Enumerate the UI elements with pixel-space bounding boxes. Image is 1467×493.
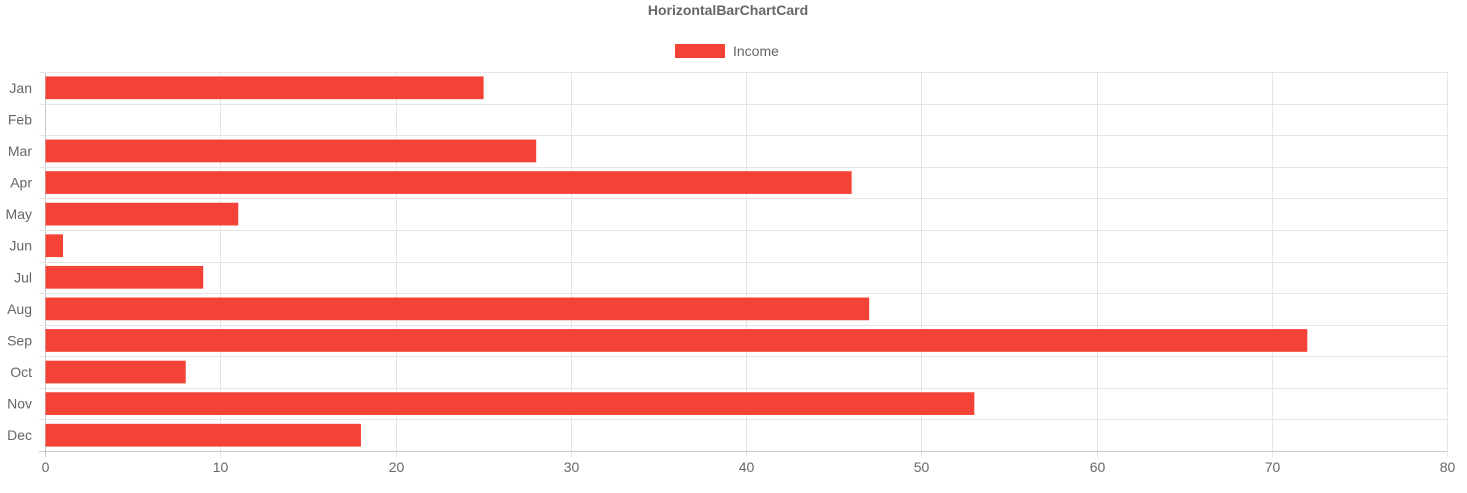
- bar-jun[interactable]: [45, 234, 64, 258]
- y-tick-label: May: [6, 206, 32, 222]
- chart-title: HorizontalBarChartCard: [648, 2, 808, 18]
- bar-jul[interactable]: [45, 265, 204, 289]
- y-tick-label: Dec: [7, 427, 32, 443]
- x-tick-label: 80: [1440, 459, 1456, 475]
- x-tick-label: 20: [389, 459, 405, 475]
- bar-jan[interactable]: [45, 76, 484, 100]
- x-tick-label: 40: [739, 459, 755, 475]
- x-tick-label: 10: [213, 459, 229, 475]
- bars: [45, 76, 1308, 447]
- y-tick-label: Oct: [10, 364, 32, 380]
- bar-apr[interactable]: [45, 171, 852, 194]
- bar-nov[interactable]: [45, 392, 975, 415]
- x-tick-label: 70: [1265, 459, 1281, 475]
- bar-oct[interactable]: [45, 360, 186, 384]
- y-tick-label: Mar: [8, 143, 32, 159]
- bar-may[interactable]: [45, 202, 239, 226]
- grid-lines: [39, 72, 1448, 457]
- y-tick-label: Sep: [7, 332, 32, 348]
- legend-swatch-income[interactable]: [675, 44, 725, 58]
- x-tick-label: 0: [42, 459, 50, 475]
- y-tick-label: Aug: [7, 301, 32, 317]
- y-tick-label: Jun: [9, 238, 32, 254]
- bar-sep[interactable]: [45, 329, 1308, 352]
- y-tick-label: Jan: [9, 80, 32, 96]
- y-tick-label: Jul: [14, 269, 32, 285]
- bar-dec[interactable]: [45, 423, 361, 447]
- x-tick-label: 30: [564, 459, 580, 475]
- x-tick-label: 50: [914, 459, 930, 475]
- axes: 0 10 20 30 40 50 60 70 80 Jan Feb Mar Apr May Jun Jul Au…: [6, 80, 1456, 475]
- legend[interactable]: Income: [675, 43, 779, 59]
- y-tick-label: Feb: [8, 111, 32, 127]
- legend-label-income[interactable]: Income: [733, 43, 779, 59]
- bar-mar[interactable]: [45, 139, 537, 163]
- bar-aug[interactable]: [45, 297, 870, 321]
- x-tick-label: 60: [1090, 459, 1106, 475]
- y-tick-label: Nov: [7, 396, 32, 412]
- y-tick-label: Apr: [10, 175, 32, 191]
